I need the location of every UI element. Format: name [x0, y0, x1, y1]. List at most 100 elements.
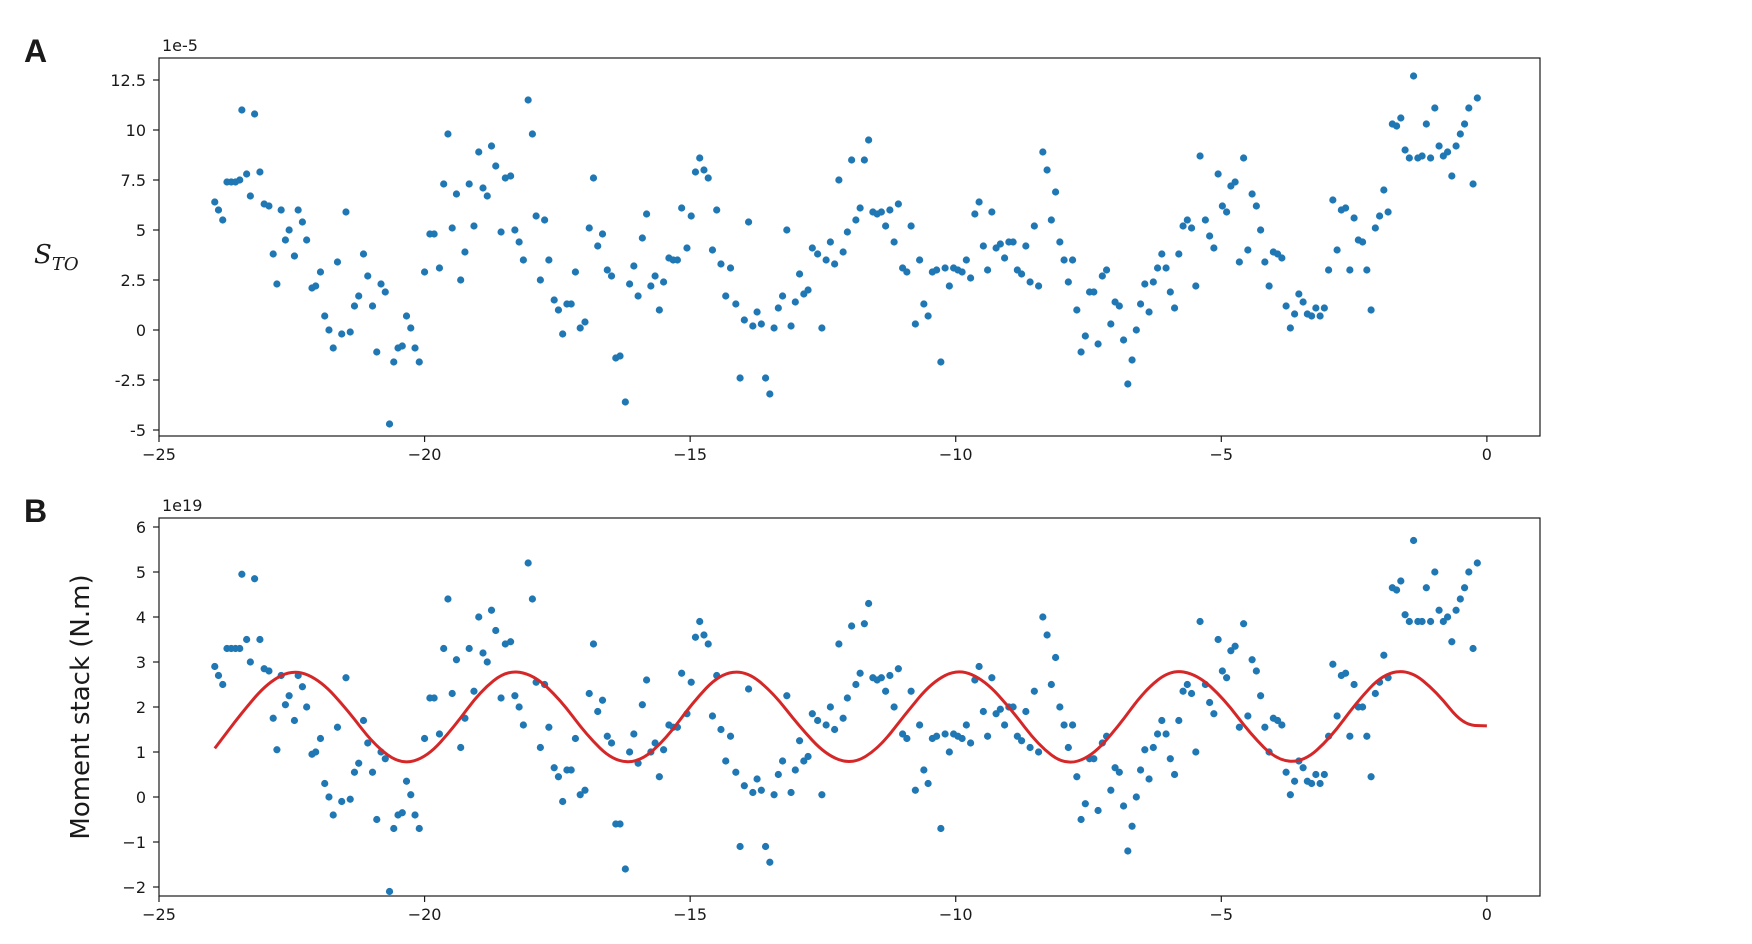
data-point	[753, 775, 761, 783]
data-point	[996, 240, 1004, 248]
data-point	[911, 786, 919, 794]
y-tick-label: 10	[126, 121, 146, 140]
x-tick-label: −10	[939, 905, 973, 924]
data-point	[967, 739, 975, 747]
data-point	[528, 595, 537, 603]
data-point	[1426, 154, 1435, 162]
data-point	[536, 276, 544, 284]
data-point	[1291, 777, 1299, 785]
data-point	[333, 258, 342, 266]
data-point	[831, 725, 839, 734]
data-point	[238, 106, 246, 114]
data-point	[243, 170, 251, 178]
data-point	[377, 280, 385, 288]
y-tick-label: 4	[136, 608, 146, 627]
y-tick-label: 6	[136, 518, 146, 537]
data-point	[835, 176, 843, 184]
data-point	[576, 324, 584, 332]
data-point	[571, 268, 580, 276]
data-point	[621, 398, 629, 406]
data-point	[826, 238, 834, 246]
data-point	[1214, 635, 1222, 644]
data-point	[937, 358, 945, 366]
data-point	[1460, 120, 1469, 128]
data-point	[1201, 216, 1209, 224]
y-axis-label-a: STO	[34, 240, 79, 275]
data-point	[740, 782, 748, 790]
data-point	[1235, 723, 1243, 731]
data-point	[852, 216, 860, 224]
data-point	[1183, 216, 1191, 224]
data-point	[1056, 703, 1064, 711]
data-point	[368, 768, 377, 776]
data-point	[398, 342, 406, 350]
y-tick-label: 12.5	[110, 71, 146, 90]
data-point	[571, 734, 580, 743]
data-point	[1448, 638, 1456, 646]
data-point	[364, 272, 372, 280]
data-point	[856, 204, 864, 212]
data-point	[1077, 348, 1085, 356]
data-point	[1333, 712, 1341, 720]
data-point	[804, 286, 812, 294]
data-point	[1026, 743, 1034, 752]
data-point	[1094, 806, 1102, 815]
data-point	[1456, 595, 1464, 603]
data-point	[886, 206, 894, 214]
data-point	[1299, 764, 1307, 772]
data-point	[766, 858, 774, 866]
data-point	[691, 633, 700, 641]
data-point	[1030, 222, 1038, 230]
data-point	[581, 786, 589, 794]
data-point	[903, 734, 911, 743]
data-point	[581, 318, 589, 326]
data-point	[1312, 770, 1320, 779]
panel-a: A 1e-5 STO −25 −20 −15 −10 −5 0 -5 -2.5 0 2.5 5 7.5…	[24, 33, 1541, 464]
data-point	[1166, 288, 1174, 296]
data-point	[1333, 246, 1341, 254]
data-point	[958, 734, 966, 743]
data-point	[585, 224, 593, 232]
x-tick-label: −5	[1210, 445, 1234, 464]
data-point	[683, 244, 691, 252]
data-point	[576, 791, 584, 799]
data-point	[554, 773, 563, 781]
data-point	[736, 842, 744, 851]
data-point	[411, 344, 419, 352]
data-point	[770, 791, 778, 799]
data-point	[655, 306, 663, 314]
x-tick-label: −5	[1210, 905, 1234, 924]
data-point	[839, 714, 847, 722]
data-point	[1183, 680, 1191, 689]
data-point	[1316, 312, 1324, 320]
data-point	[594, 242, 602, 250]
data-point	[390, 824, 398, 833]
data-point	[559, 330, 567, 338]
data-point	[265, 667, 273, 675]
data-point	[1439, 617, 1447, 626]
data-point	[492, 162, 500, 170]
panel-label-a: A	[24, 33, 47, 69]
data-point	[1043, 631, 1051, 639]
data-point	[722, 292, 730, 300]
panel-label-b: B	[24, 493, 47, 529]
data-point	[1235, 258, 1243, 266]
data-point	[1341, 204, 1350, 212]
data-point	[1316, 779, 1324, 788]
data-point	[1282, 768, 1290, 776]
axes-frame	[158, 517, 1541, 897]
data-point	[1017, 270, 1026, 278]
data-point	[541, 216, 549, 224]
data-point	[589, 174, 598, 182]
data-point	[256, 168, 264, 176]
data-point	[911, 320, 919, 328]
x-tick-label: −25	[142, 445, 176, 464]
data-point	[236, 644, 244, 653]
y-axis-label-a-main: S	[34, 240, 52, 270]
data-point	[988, 674, 996, 682]
data-point	[984, 732, 992, 740]
data-point	[1210, 710, 1218, 718]
data-point	[219, 216, 227, 224]
data-point	[519, 721, 527, 729]
